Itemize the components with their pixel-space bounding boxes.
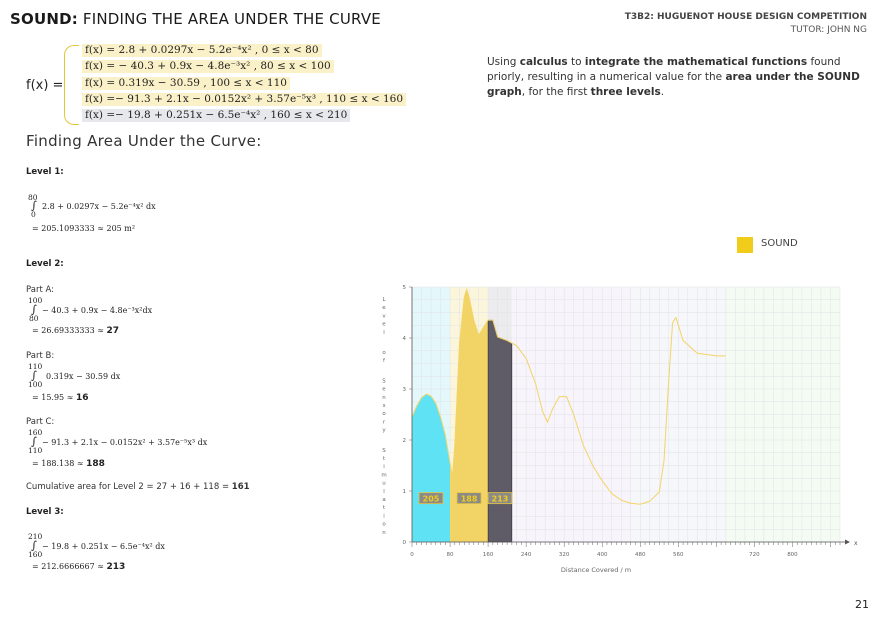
part-c-result: = 188.138 ≈ 188 xyxy=(32,459,105,469)
area-region-3 xyxy=(487,319,513,543)
integrand: 0.319x − 30.59 dx xyxy=(46,372,121,381)
level-3-result: = 212.6666667 ≈ 213 xyxy=(32,562,126,572)
y-tick-label: 3 xyxy=(403,387,407,393)
integral-sign: ∫ xyxy=(31,435,37,448)
x-axis-title: Distance Covered / m xyxy=(561,566,631,574)
area-label: 205 xyxy=(423,495,440,504)
piecewise-cond: , 110 ≤ x < 160 xyxy=(316,93,404,105)
piecewise-expr: f(x) = 2.8 + 0.0297x − 5.2e⁻⁴x² xyxy=(85,44,252,56)
y-tick-label: 2 xyxy=(403,438,407,444)
x-tick-label: 80 xyxy=(447,552,454,558)
piecewise-row-5: f(x) =− 19.8 + 0.251x − 6.5e⁻⁴x² , 160 ≤… xyxy=(82,109,351,122)
level-1-result: = 205.1093333 ≈ 205 m² xyxy=(32,224,136,233)
piecewise-cond: , 160 ≤ x < 210 xyxy=(260,109,348,121)
x-tick-label: 800 xyxy=(787,552,798,558)
upper-limit: 210 xyxy=(28,532,43,541)
integrand: − 40.3 + 0.9x − 4.8e⁻³x²dx xyxy=(42,306,153,315)
level-2-heading: Level 2: xyxy=(26,259,64,269)
y-tick-label: 5 xyxy=(403,285,407,291)
part-a-result: = 26.69333333 ≈ 27 xyxy=(32,326,120,336)
area-label: 188 xyxy=(461,495,478,504)
x-axis-arrow xyxy=(845,539,850,545)
x-tick-label: 400 xyxy=(597,552,608,558)
x-tick-label: 480 xyxy=(635,552,646,558)
integrand: − 91.3 + 2.1x − 0.0152x² + 3.57e⁻⁵x³ dx xyxy=(42,438,208,447)
piecewise-row-4: f(x) =− 91.3 + 2.1x − 0.0152x² + 3.57e⁻⁵… xyxy=(82,93,407,106)
piecewise-cond: , 100 ≤ x < 110 xyxy=(200,77,287,89)
lower-limit: 160 xyxy=(28,550,43,559)
title-bold: SOUND: xyxy=(10,10,78,28)
piecewise-expr: f(x) = 0.319x − 30.59 xyxy=(85,77,200,89)
piecewise-expr: f(x) =− 19.8 + 0.251x − 6.5e⁻⁴x² xyxy=(85,109,261,121)
integral-sign: ∫ xyxy=(31,539,37,552)
x-tick-label: 560 xyxy=(673,552,684,558)
upper-limit: 100 xyxy=(28,296,43,305)
function-label: f(x) = xyxy=(26,78,64,93)
header-info: T3B2: HUGUENOT HOUSE DESIGN COMPETITION … xyxy=(625,11,867,37)
x-tick-label: 160 xyxy=(483,552,494,558)
y-tick-label: 4 xyxy=(403,336,407,342)
piecewise-expr: f(x) =− 91.3 + 2.1x − 0.0152x² + 3.57e⁻⁵… xyxy=(85,93,317,105)
area-label-box xyxy=(456,492,482,505)
cumulative-area: Cumulative area for Level 2 = 27 + 16 + … xyxy=(26,482,250,492)
x-tick-label: 240 xyxy=(521,552,532,558)
piecewise-brace xyxy=(64,45,79,125)
x-tick-label: 720 xyxy=(749,552,760,558)
x-tick-label: 0 xyxy=(410,552,414,558)
section-title: Finding Area Under the Curve: xyxy=(26,132,262,150)
piecewise-cond: , 0 ≤ x < 80 xyxy=(251,44,319,56)
area-label: 213 xyxy=(492,495,509,504)
tutor-name: TUTOR: JOHN NG xyxy=(790,25,867,35)
piecewise-row-3: f(x) = 0.319x − 30.59 , 100 ≤ x < 110 xyxy=(82,77,290,90)
integral-sign: ∫ xyxy=(31,369,37,382)
level-3-heading: Level 3: xyxy=(26,507,64,517)
upper-limit: 110 xyxy=(28,362,43,371)
legend-label: SOUND xyxy=(761,238,798,249)
integral-sign: ∫ xyxy=(31,303,37,316)
part-a-label: Part A: xyxy=(26,285,55,295)
title-rest: FINDING THE AREA UNDER THE CURVE xyxy=(77,10,381,28)
part-b-result: = 15.95 ≈ 16 xyxy=(32,393,89,403)
piecewise-cond: , 80 ≤ x < 100 xyxy=(250,60,331,72)
x-axis-end-label: x xyxy=(854,540,858,547)
page-title: SOUND: FINDING THE AREA UNDER THE CURVE xyxy=(10,10,381,28)
piecewise-row-1: f(x) = 2.8 + 0.0297x − 5.2e⁻⁴x² , 0 ≤ x … xyxy=(82,44,322,57)
x-tick-label: 320 xyxy=(559,552,570,558)
area-label-box xyxy=(487,492,513,505)
lower-limit: 80 xyxy=(29,314,39,323)
upper-limit: 80 xyxy=(28,193,38,202)
course-name: T3B2: HUGUENOT HOUSE DESIGN COMPETITION xyxy=(624,12,867,22)
page-number: 21 xyxy=(855,598,869,611)
integrand: 2.8 + 0.0297x − 5.2e⁻⁴x² dx xyxy=(42,202,156,211)
y-tick-label: 1 xyxy=(403,489,407,495)
integral-sign: ∫ xyxy=(31,199,37,212)
intro-paragraph: Using calculus to integrate the mathemat… xyxy=(487,56,860,98)
piecewise-expr: f(x) = − 40.3 + 0.9x − 4.8e⁻³x² xyxy=(85,60,251,72)
part-b-label: Part B: xyxy=(26,351,55,361)
level-1-heading: Level 1: xyxy=(26,167,64,177)
part-c-label: Part C: xyxy=(26,417,55,427)
y-tick-label: 0 xyxy=(403,540,407,546)
sound-chart: 205 188 213 x 0 80 160 240 320 400 480 560 720 800 0 1 2… xyxy=(381,285,858,574)
lower-limit: 100 xyxy=(28,380,43,389)
sound-curve xyxy=(411,287,726,505)
legend-swatch xyxy=(737,237,753,253)
lower-limit: 0 xyxy=(31,210,36,219)
upper-limit: 160 xyxy=(28,428,43,437)
piecewise-row-2: f(x) = − 40.3 + 0.9x − 4.8e⁻³x² , 80 ≤ x… xyxy=(82,60,334,73)
integrand: − 19.8 + 0.251x − 6.5e⁻⁴x² dx xyxy=(42,542,165,551)
area-region-1 xyxy=(412,394,451,542)
lower-limit: 110 xyxy=(28,446,43,455)
area-label-box xyxy=(418,492,444,505)
